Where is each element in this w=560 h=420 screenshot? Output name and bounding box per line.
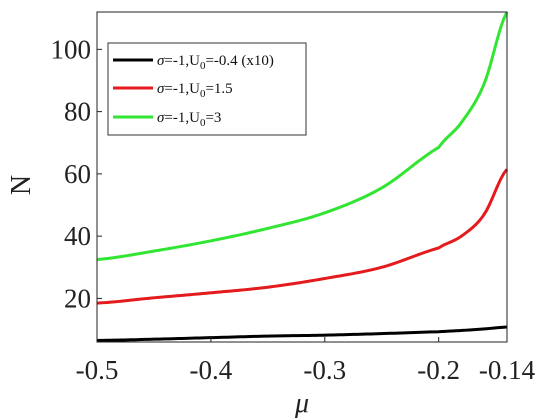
series-line-1	[96, 325, 508, 342]
legend: σ=-1,U0=-0.4 (x10) σ=-1,U0=1.5 σ=-1,U0=3	[107, 42, 307, 136]
plot-frame	[96, 11, 508, 343]
series-line-2	[96, 168, 509, 305]
y-tick-label: 20	[64, 283, 91, 313]
x-axis-label: μ	[294, 388, 309, 419]
x-tick-label: -0.4	[190, 355, 233, 385]
series-layer	[96, 11, 509, 342]
axes-layer: -0.5 -0.4 -0.3 -0.2 -0.14 20 40 60 80 100	[51, 34, 536, 385]
x-tick-label: -0.14	[479, 355, 536, 385]
series-line-3	[96, 11, 509, 261]
y-tick-label: 80	[64, 97, 91, 127]
x-tick-label: -0.3	[303, 355, 346, 385]
x-tick-label: -0.5	[76, 355, 119, 385]
x-tick-label: -0.2	[417, 355, 460, 385]
y-tick-label: 100	[51, 34, 92, 64]
y-tick-label: 40	[64, 221, 91, 251]
y-tick-label: 60	[64, 159, 91, 189]
legend-label-3: σ=-1,U0=3	[157, 110, 221, 129]
legend-label-2: σ=-1,U0=1.5	[157, 81, 233, 100]
legend-label-1: σ=-1,U0=-0.4 (x10)	[157, 53, 274, 72]
y-axis-label: N	[6, 175, 37, 195]
